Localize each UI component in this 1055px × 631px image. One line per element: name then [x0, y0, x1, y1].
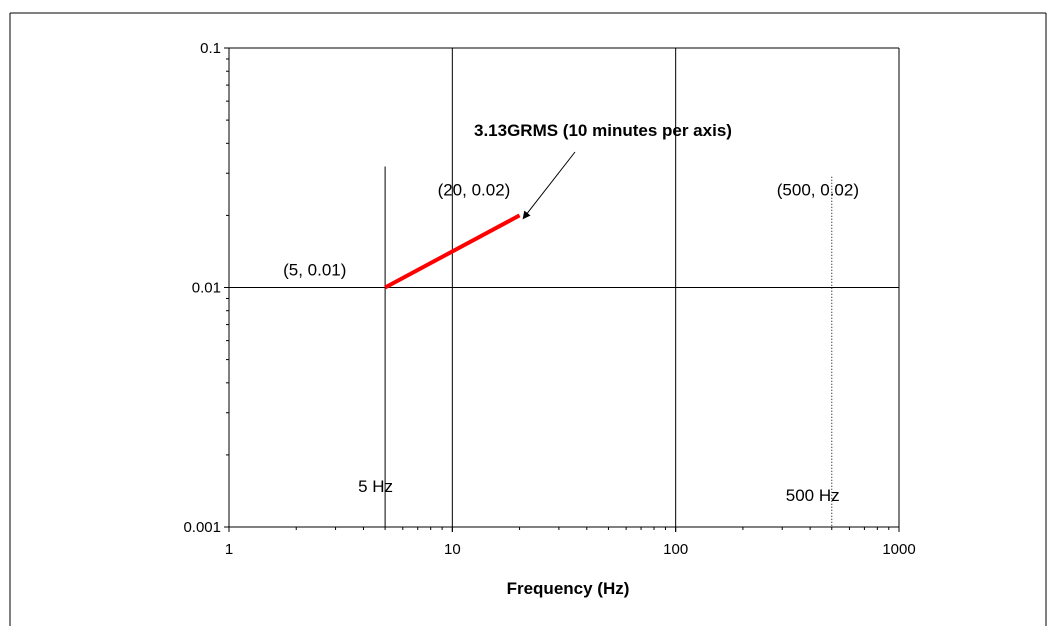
series-line — [384, 213, 521, 290]
y-tick-label: 0.1 — [200, 40, 221, 57]
x-tick-label: 10 — [444, 541, 461, 558]
y-tick-label: 0.01 — [192, 280, 221, 297]
point-annotation: (5, 0.01) — [283, 261, 346, 280]
x-tick-label: 1 — [225, 541, 233, 558]
point-annotation: (20, 0.02) — [438, 180, 511, 199]
x-axis-label: Frequency (Hz) — [507, 579, 630, 598]
callout-text: 3.13GRMS (10 minutes per axis) — [474, 121, 732, 140]
callout-arrow — [522, 151, 576, 220]
x-tick-label: 100 — [663, 541, 688, 558]
point-annotation: (500, 0.02) — [777, 180, 859, 199]
reference-line-label: 500 Hz — [786, 486, 840, 505]
y-tick-label: 0.001 — [183, 519, 221, 536]
plot-area: 1 10 100 1000 0.1 0.01 0.001 5 Hz 500 Hz (5, 0.01… — [183, 40, 915, 558]
reference-line-label: 5 Hz — [358, 477, 393, 496]
x-tick-label: 1000 — [882, 541, 915, 558]
